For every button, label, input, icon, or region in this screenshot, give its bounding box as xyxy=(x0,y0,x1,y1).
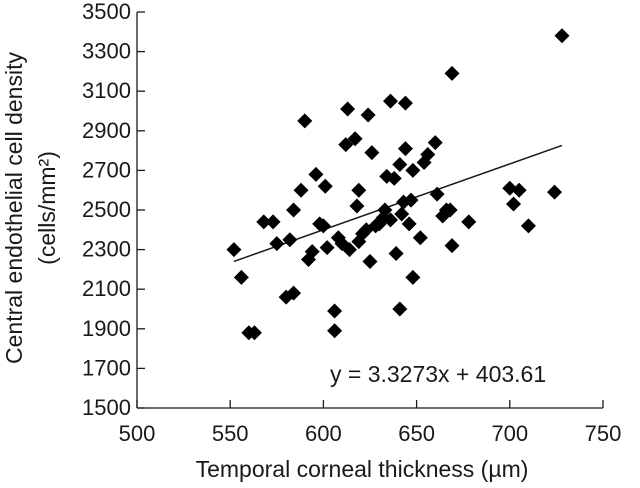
data-point xyxy=(315,218,331,234)
x-tick-label: 750 xyxy=(585,421,622,446)
data-point xyxy=(338,137,354,153)
x-axis-title: Temporal corneal thickness (µm) xyxy=(196,456,529,482)
data-point xyxy=(293,182,309,198)
data-point xyxy=(349,198,365,214)
data-point xyxy=(317,178,333,194)
data-point xyxy=(397,95,413,111)
y-tick-label: 3500 xyxy=(82,0,131,24)
y-tick-label: 2100 xyxy=(82,276,131,301)
data-point xyxy=(383,212,399,228)
y-axis-title-line-1: Central endothelial cell density xyxy=(1,52,27,364)
x-tick-label: 650 xyxy=(398,421,435,446)
data-point xyxy=(304,244,320,260)
data-point xyxy=(327,303,343,319)
data-point xyxy=(429,186,445,202)
data-point xyxy=(246,325,262,341)
y-tick-label: 2900 xyxy=(82,118,131,143)
data-point xyxy=(401,216,417,232)
data-point xyxy=(444,65,460,81)
data-point xyxy=(377,202,393,218)
data-point xyxy=(383,93,399,109)
x-tick-label: 700 xyxy=(491,421,528,446)
x-tick-label: 600 xyxy=(305,421,342,446)
data-point xyxy=(340,101,356,117)
data-point xyxy=(520,218,536,234)
axes xyxy=(136,12,603,409)
data-point xyxy=(256,214,272,230)
data-point xyxy=(347,131,363,147)
x-tick-label: 550 xyxy=(212,421,249,446)
points-layer xyxy=(226,28,570,341)
y-tick-label: 2300 xyxy=(82,237,131,262)
regression-equation: y = 3.3273x + 403.61 xyxy=(330,361,546,387)
y-tick-label: 3300 xyxy=(82,39,131,64)
y-tick-label: 1900 xyxy=(82,316,131,341)
data-point xyxy=(461,214,477,230)
data-point xyxy=(392,156,408,172)
data-point xyxy=(392,301,408,317)
data-point xyxy=(265,214,281,230)
x-tick-label: 500 xyxy=(119,421,156,446)
data-point xyxy=(297,113,313,129)
data-point xyxy=(282,232,298,248)
data-point xyxy=(405,162,421,178)
data-point xyxy=(547,184,563,200)
data-point xyxy=(403,192,419,208)
data-point xyxy=(341,242,357,258)
data-point xyxy=(388,246,404,262)
data-point xyxy=(554,28,570,44)
data-point xyxy=(394,206,410,222)
data-point xyxy=(364,145,380,161)
data-point xyxy=(420,147,436,163)
y-tick-label: 1500 xyxy=(82,395,131,420)
data-point xyxy=(405,269,421,285)
data-point xyxy=(442,202,458,218)
data-point xyxy=(362,253,378,269)
y-axis-title-line-2: (cells/mm²) xyxy=(34,151,60,265)
data-point xyxy=(427,135,443,151)
data-point xyxy=(233,269,249,285)
x-ticks: 500 550 600 650 700 750 xyxy=(119,400,622,446)
y-tick-label: 2700 xyxy=(82,157,131,182)
data-point xyxy=(308,166,324,182)
data-point xyxy=(286,202,302,218)
data-point xyxy=(386,170,402,186)
y-ticks: 1500 1700 1900 2100 2300 2500 2700 2900 3100 3300… xyxy=(82,0,145,420)
data-point xyxy=(286,285,302,301)
data-point xyxy=(397,141,413,157)
data-point xyxy=(226,242,242,258)
data-point xyxy=(319,240,335,256)
data-point xyxy=(511,182,527,198)
data-point xyxy=(360,107,376,123)
y-tick-label: 3100 xyxy=(82,78,131,103)
y-axis-title: Central endothelial cell density (cells/… xyxy=(1,52,60,364)
data-point xyxy=(506,196,522,212)
data-point xyxy=(269,236,285,252)
data-point xyxy=(327,323,343,339)
data-point xyxy=(412,230,428,246)
data-point xyxy=(351,182,367,198)
y-tick-label: 2500 xyxy=(82,197,131,222)
y-tick-label: 1700 xyxy=(82,355,131,380)
data-point xyxy=(444,238,460,254)
